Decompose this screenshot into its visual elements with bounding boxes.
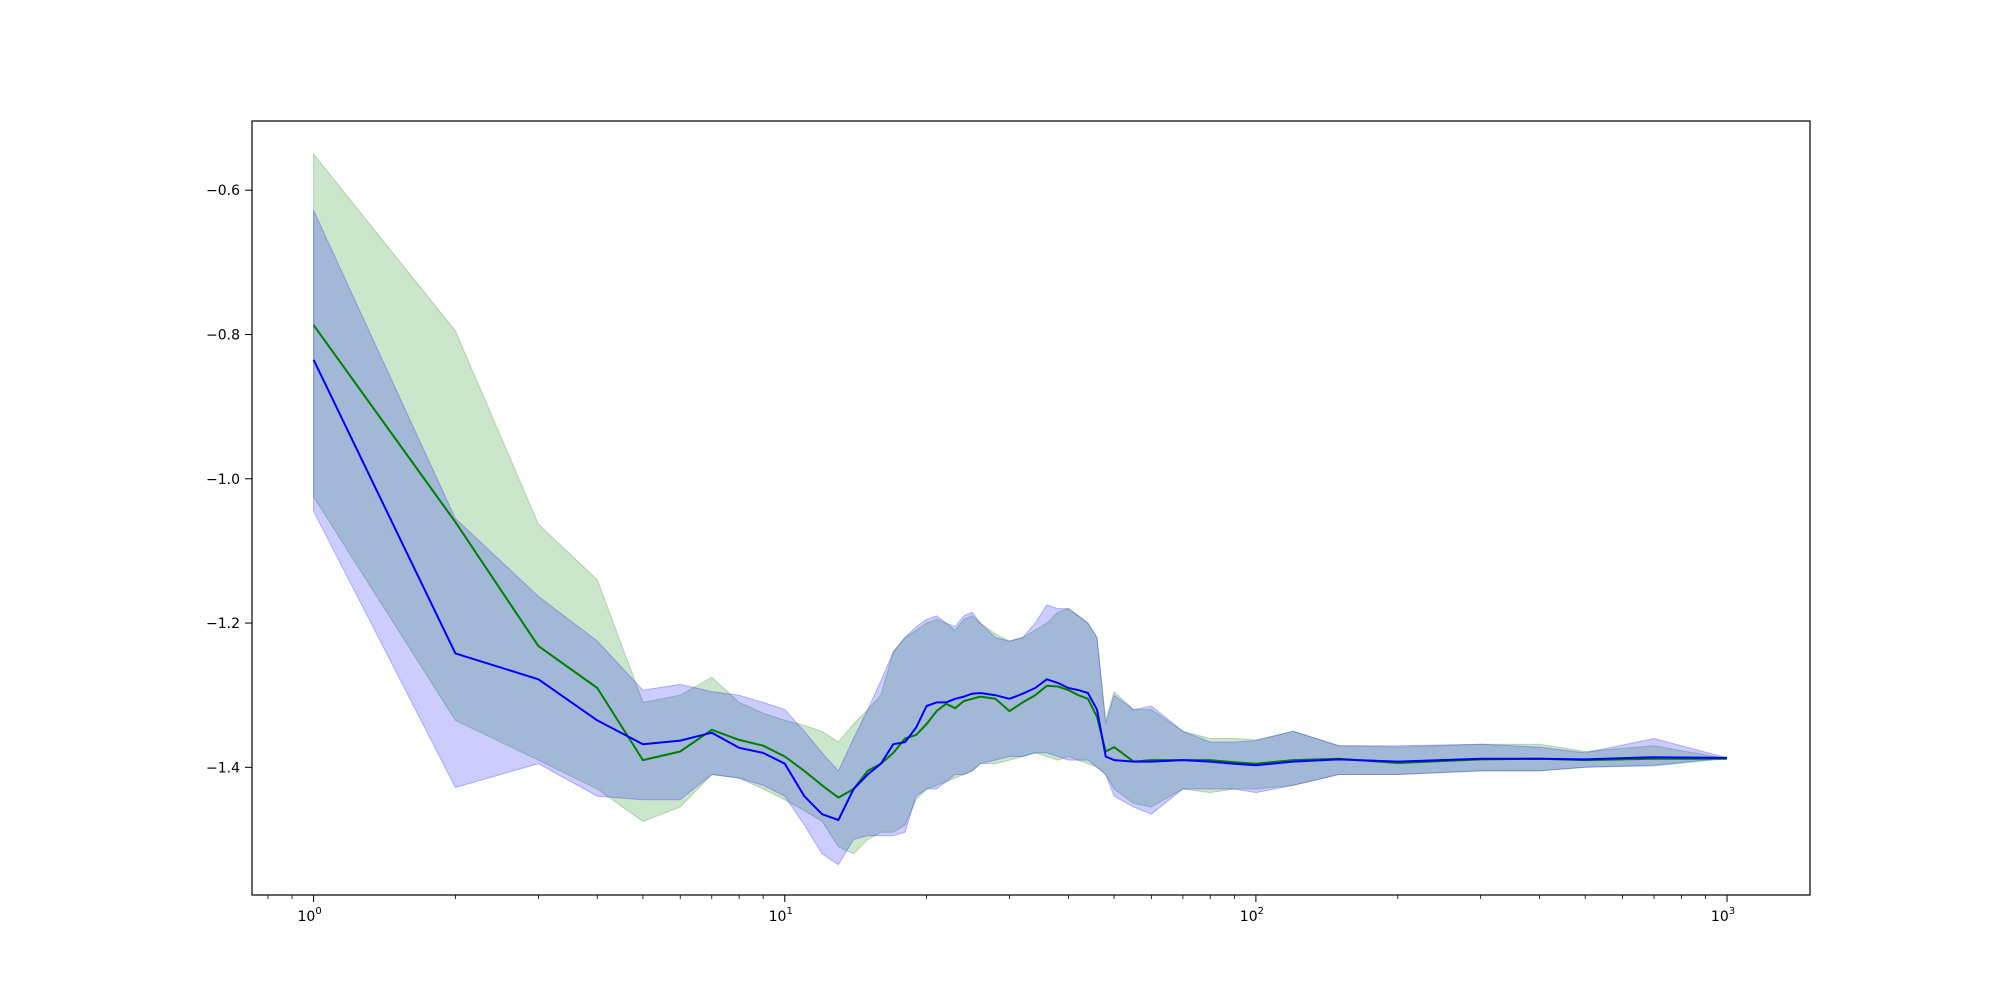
x-tick-label: 100 xyxy=(298,906,322,925)
series-2-band xyxy=(313,210,1728,866)
y-tick-label: −0.8 xyxy=(206,328,240,344)
plot-area-frame xyxy=(251,120,1811,896)
confidence-bands xyxy=(313,152,1728,866)
series-2-line xyxy=(312,359,1728,821)
x-tick-label: 102 xyxy=(1240,906,1264,925)
y-tick-label: −0.6 xyxy=(206,183,240,199)
x-axis: 100 101 102 103 xyxy=(267,895,1735,925)
x-tick-label: 101 xyxy=(769,906,793,925)
y-tick-label: −1.2 xyxy=(206,616,240,632)
y-tick-label: −1.0 xyxy=(206,472,240,488)
series-1-line xyxy=(312,324,1727,799)
x-tick-label: 103 xyxy=(1711,906,1735,925)
series-1-band xyxy=(313,152,1728,855)
y-axis: −0.6 −0.8 −1.0 −1.2 −1.4 xyxy=(206,183,252,776)
series-lines xyxy=(312,324,1728,821)
y-tick-label: −1.4 xyxy=(206,760,240,776)
